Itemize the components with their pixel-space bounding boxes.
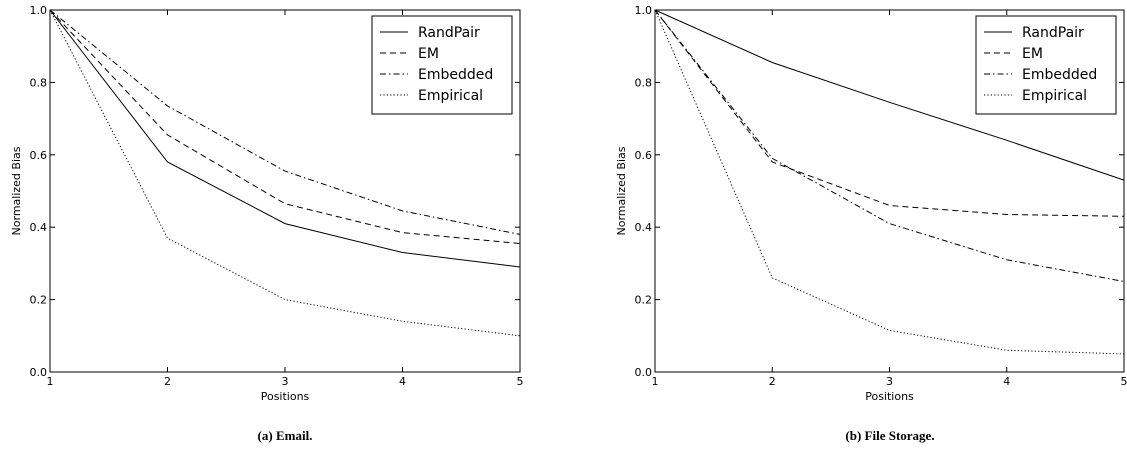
series-line-em: [49, 9, 521, 244]
x-axis-label: Positions: [865, 390, 914, 403]
series-line-embedded: [49, 9, 521, 235]
y-tick-label: 0.4: [635, 221, 653, 234]
chart-email: 1 2 3 4 5 0.0 0.2 0.4 0.6 0.8 1.0 Positions Normaliz…: [10, 4, 524, 443]
x-tick-label: 3: [282, 375, 289, 388]
legend: RandPair EM Embedded Empirical: [371, 15, 513, 115]
legend-label-empirical: Empirical: [1022, 88, 1087, 104]
legend-label-empirical: Empirical: [418, 88, 483, 104]
x-tick-label: 5: [1121, 375, 1127, 388]
y-tick-label: 1.0: [30, 4, 48, 17]
y-tick-label: 0.6: [635, 149, 653, 162]
x-tick-label: 2: [769, 375, 776, 388]
x-tick-label: 1: [47, 375, 54, 388]
legend-label-randpair: RandPair: [1022, 25, 1084, 41]
x-tick-label: 3: [886, 375, 893, 388]
series-line-empirical: [654, 9, 1125, 355]
y-tick-label: 0.6: [30, 149, 48, 162]
series-line-randpair: [654, 9, 1125, 181]
legend-label-em: EM: [418, 46, 439, 62]
series-line-em: [654, 9, 1125, 217]
series-line-embedded: [654, 9, 1125, 282]
x-tick-label: 1: [652, 375, 659, 388]
chart-file-storage: 1 2 3 4 5 0.0 0.2 0.4 0.6 0.8 1.0 Positions Normaliz…: [615, 4, 1127, 443]
y-tick-label: 0.0: [635, 366, 653, 379]
x-tick-label: 5: [517, 375, 524, 388]
x-tick-label: 2: [164, 375, 171, 388]
x-tick-label: 4: [399, 375, 406, 388]
x-tick-label: 4: [1003, 375, 1010, 388]
y-tick-label: 0.2: [30, 294, 48, 307]
legend-label-randpair: RandPair: [418, 25, 480, 41]
y-tick-label: 0.0: [30, 366, 48, 379]
y-axis-label: Normalized Bias: [10, 146, 23, 235]
x-axis-label: Positions: [261, 390, 310, 403]
legend-label-embedded: Embedded: [418, 67, 493, 83]
series-line-empirical: [49, 9, 521, 337]
y-tick-label: 0.2: [635, 294, 653, 307]
y-tick-label: 0.4: [30, 221, 48, 234]
y-tick-label: 1.0: [635, 4, 653, 17]
series-line-randpair: [49, 9, 521, 268]
y-tick-label: 0.8: [635, 76, 653, 89]
y-tick-label: 0.8: [30, 76, 48, 89]
legend: RandPair EM Embedded Empirical: [975, 15, 1117, 115]
chart-caption: (b) File Storage.: [845, 428, 934, 443]
legend-label-em: EM: [1022, 46, 1043, 62]
chart-caption: (a) Email.: [258, 428, 313, 443]
legend-label-embedded: Embedded: [1022, 67, 1097, 83]
y-axis-label: Normalized Bias: [615, 146, 628, 235]
